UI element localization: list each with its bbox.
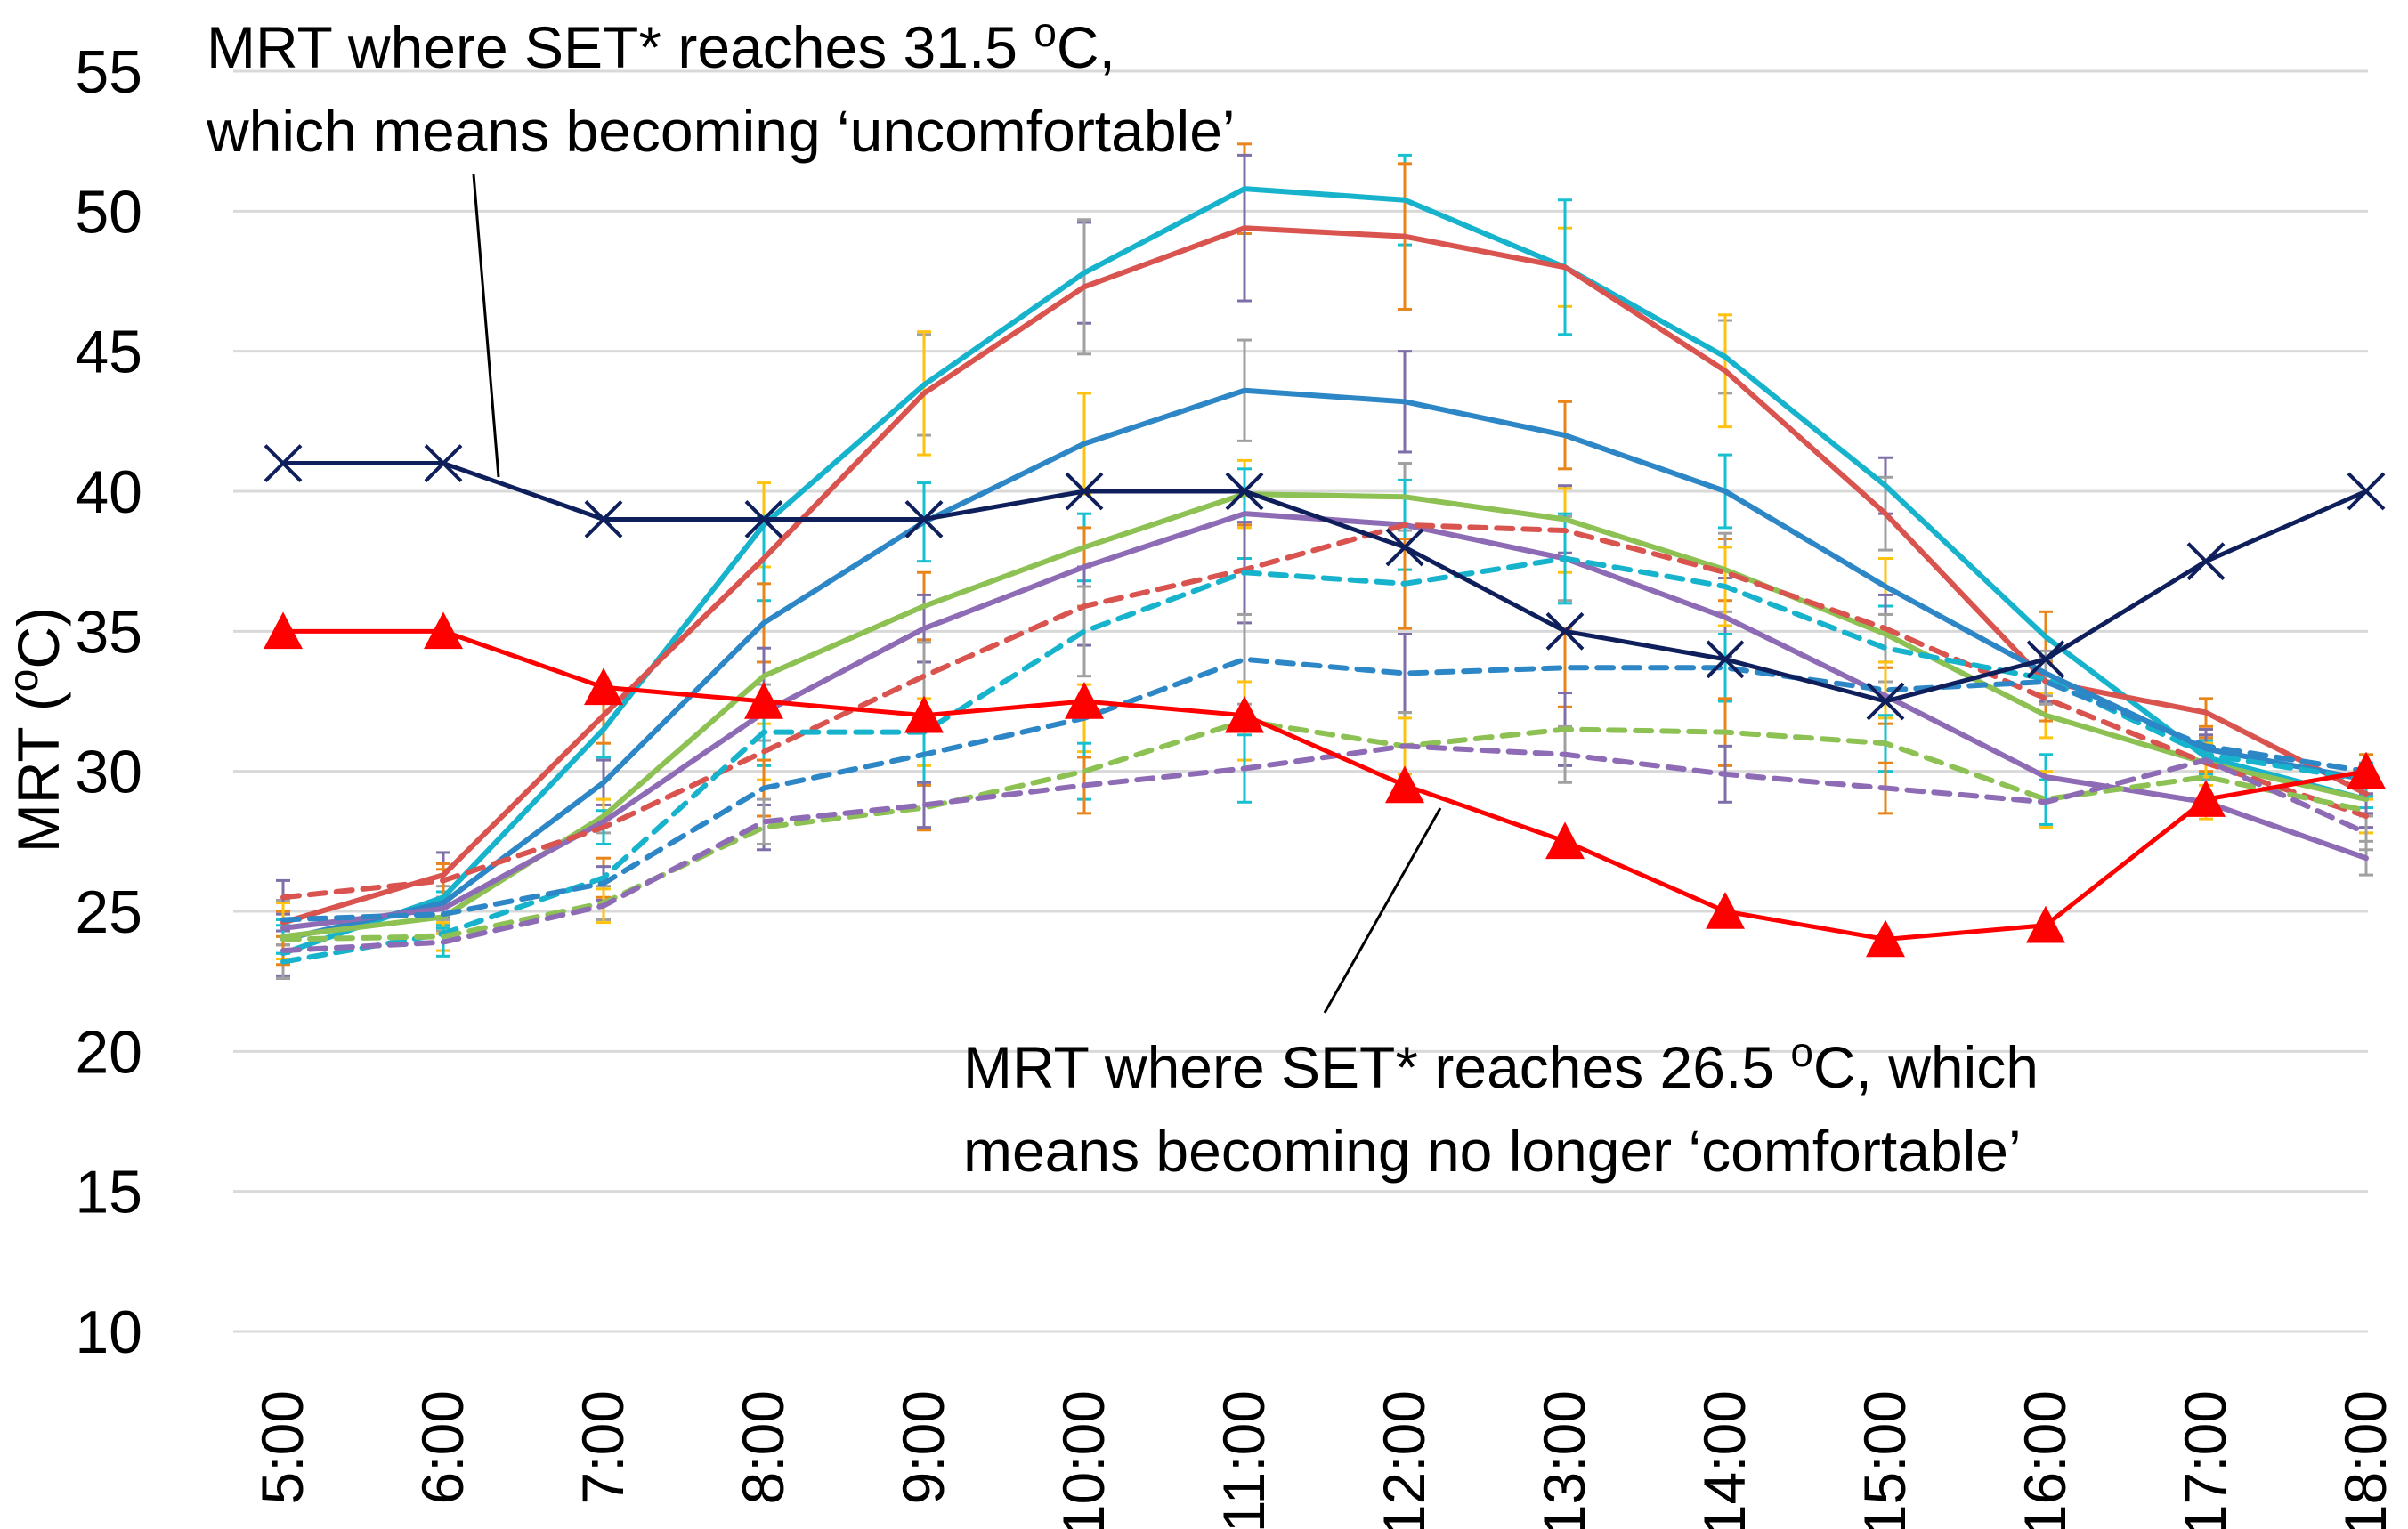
series-line-solid-blue: [280, 387, 2369, 942]
triangle-marker: [424, 611, 463, 650]
x-marker-stroke: [1385, 528, 1424, 567]
x-tick-label: 18:00: [2332, 1390, 2398, 1529]
y-axis-ticks: 10 15 20 25 30 35 40 45 50 55: [75, 38, 142, 1366]
triangle-marker: [1065, 682, 1104, 719]
y-tick-label: 20: [75, 1018, 142, 1086]
x-marker-stroke: [1866, 682, 1905, 721]
x-marker-stroke: [264, 444, 303, 482]
x-marker: [2186, 542, 2226, 581]
triangle-marker: [1866, 919, 1905, 958]
triangle-marker: [1385, 765, 1424, 804]
triangle-marker: [2186, 780, 2226, 817]
triangle-marker: [584, 667, 623, 706]
leader-comfortable: [1323, 807, 1442, 1014]
x-marker-stroke: [744, 500, 783, 538]
y-tick-label: 40: [75, 458, 142, 526]
y-tick-label: 10: [75, 1298, 142, 1366]
y-axis-label: MRT (oC): [0, 607, 71, 853]
series-lines: [280, 186, 2369, 965]
x-marker-stroke: [1225, 472, 1264, 511]
x-marker: [1225, 472, 1264, 511]
x-marker: [1866, 682, 1905, 721]
annotation-comfortable: MRT where SET* reaches 26.5 oC, which: [963, 1029, 2039, 1100]
series-line-solid-cyan: [280, 186, 2369, 957]
threshold-markers: [264, 444, 2386, 958]
x-axis-ticks: 5:00 6:00 7:00 8:00 9:00 10:00 11:00 12:00 13:00…: [249, 1390, 2398, 1529]
x-marker: [1545, 611, 1585, 651]
x-tick-label: 9:00: [890, 1390, 956, 1504]
x-marker-stroke: [2186, 542, 2226, 581]
x-tick-label: 10:00: [1050, 1390, 1116, 1529]
y-tick-label: 25: [75, 878, 142, 946]
series-line-threshold-comfortable: [280, 628, 2369, 942]
y-tick-label: 15: [75, 1159, 142, 1226]
x-tick-label: 17:00: [2172, 1390, 2238, 1529]
x-tick-label: 12:00: [1371, 1390, 1437, 1529]
y-tick-label: 45: [75, 319, 142, 386]
triangle-marker: [1545, 821, 1585, 860]
series-line-dash-blue: [280, 656, 2369, 923]
series-line-dash-purple: [280, 743, 2369, 954]
series-line-dash-cyan: [280, 555, 2369, 965]
leader-uncomfortable: [472, 174, 500, 478]
x-marker-stroke: [1065, 472, 1104, 511]
y-tick-label: 30: [75, 739, 142, 806]
triangle-marker: [2347, 751, 2386, 789]
x-tick-label: 11:00: [1211, 1390, 1277, 1529]
annotation-uncomfortable-line2: which means becoming ‘uncomfortable’: [206, 98, 1236, 164]
x-marker: [1065, 472, 1104, 511]
x-marker: [904, 500, 944, 538]
x-marker: [584, 500, 623, 538]
annotation-comfortable-line2: means becoming no longer ‘comfortable’: [963, 1118, 2022, 1184]
triangle-marker: [744, 682, 783, 719]
series-line-solid-green: [280, 491, 2369, 940]
series-line-dash-red: [280, 522, 2369, 901]
x-tick-label: 16:00: [2012, 1390, 2078, 1529]
y-tick-label: 35: [75, 598, 142, 666]
triangle-marker: [2026, 905, 2065, 943]
annotation-leaders: [472, 174, 1442, 1014]
triangle-marker: [1706, 892, 1745, 929]
x-tick-label: 15:00: [1852, 1390, 1917, 1529]
x-marker-stroke: [2026, 640, 2065, 679]
triangle-marker: [904, 695, 944, 733]
x-marker: [424, 444, 463, 482]
x-marker-stroke: [424, 444, 463, 482]
x-tick-label: 5:00: [249, 1390, 315, 1504]
x-marker-stroke: [1545, 611, 1585, 651]
x-marker: [2347, 472, 2386, 511]
x-marker: [2026, 640, 2065, 679]
x-marker: [264, 444, 303, 482]
x-marker: [744, 500, 783, 538]
y-tick-label: 55: [75, 38, 142, 106]
x-tick-label: 7:00: [570, 1390, 636, 1504]
series-line-threshold-uncomfortable: [280, 461, 2369, 704]
x-marker-stroke: [1706, 640, 1745, 679]
error-bars: [276, 142, 2373, 981]
x-marker-stroke: [584, 500, 623, 538]
x-tick-label: 8:00: [730, 1390, 796, 1504]
x-tick-label: 6:00: [409, 1390, 475, 1504]
x-tick-label: 13:00: [1531, 1390, 1597, 1529]
x-marker-stroke: [904, 500, 944, 538]
x-marker-stroke: [2347, 472, 2386, 511]
x-tick-label: 14:00: [1691, 1390, 1757, 1529]
x-marker: [1385, 528, 1424, 567]
annotation-uncomfortable: MRT where SET* reaches 31.5 oC,: [207, 9, 1115, 80]
triangle-marker: [264, 611, 303, 650]
y-tick-label: 50: [75, 178, 142, 246]
triangle-marker: [1225, 695, 1264, 733]
x-marker: [1706, 640, 1745, 679]
